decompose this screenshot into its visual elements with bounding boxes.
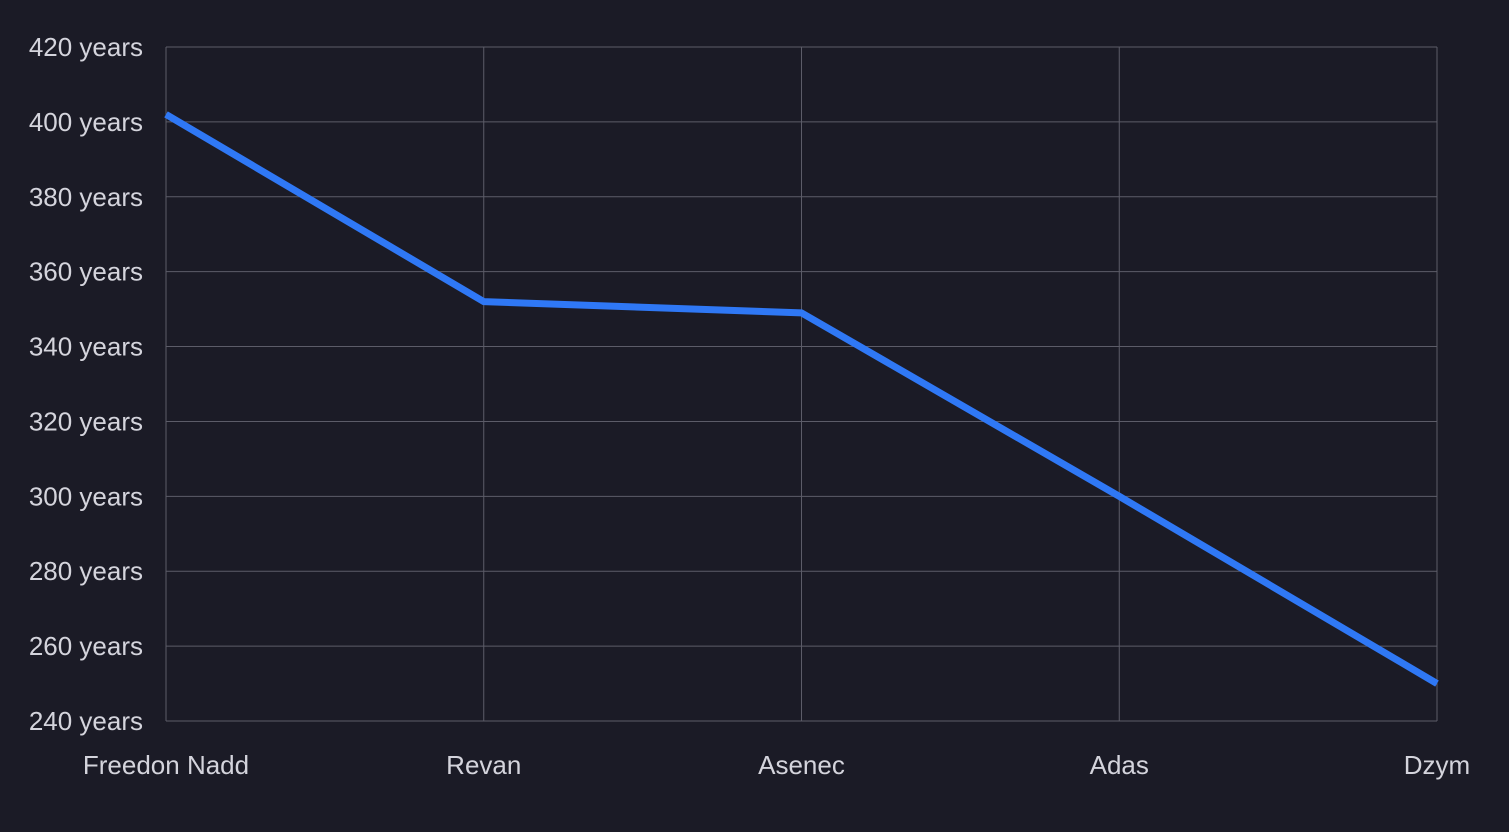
x-axis-ticks: Freedon Nadd Revan Asenec Adas Dzym [83, 750, 1470, 780]
grid-layer [165, 46, 1438, 722]
x-tick-label: Revan [446, 750, 521, 780]
x-tick-label: Adas [1090, 750, 1149, 780]
y-tick-label: 300 years [29, 481, 143, 511]
y-tick-label: 400 years [29, 107, 143, 137]
x-tick-label: Dzym [1404, 750, 1470, 780]
series-layer [164, 111, 1439, 687]
y-tick-label: 320 years [29, 406, 143, 436]
x-tick-label: Asenec [758, 750, 845, 780]
y-tick-label: 260 years [29, 631, 143, 661]
x-tick-label: Freedon Nadd [83, 750, 249, 780]
y-tick-label: 280 years [29, 556, 143, 586]
y-tick-label: 340 years [29, 332, 143, 362]
series-line [164, 111, 1439, 687]
y-tick-label: 360 years [29, 257, 143, 287]
y-tick-label: 240 years [29, 706, 143, 736]
y-axis-ticks: 240 years 260 years 280 years 300 years 320 … [29, 32, 143, 736]
y-tick-label: 420 years [29, 32, 143, 62]
y-tick-label: 380 years [29, 182, 143, 212]
